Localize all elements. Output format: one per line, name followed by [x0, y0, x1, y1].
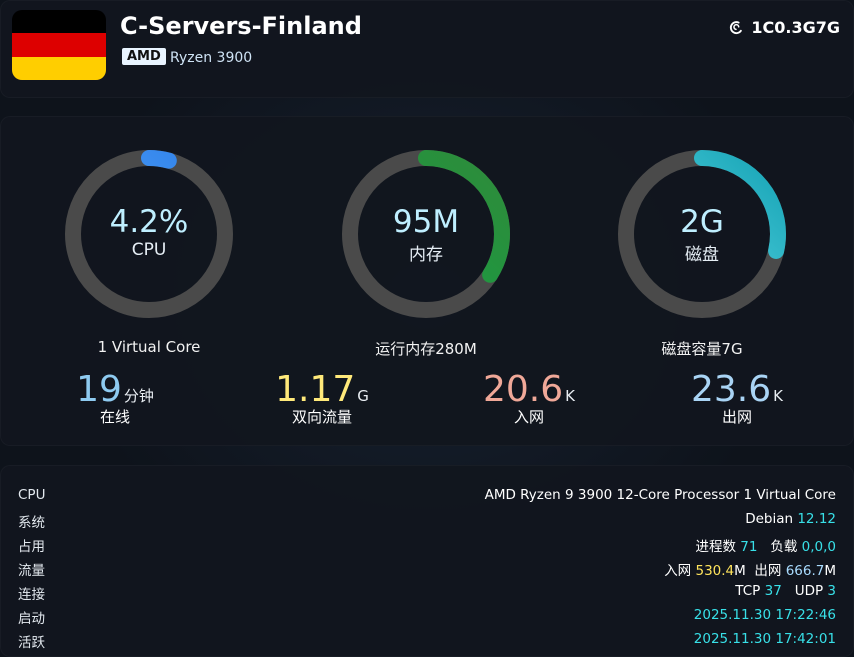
load-label: 负载 — [770, 539, 798, 555]
usage-row: 占用 进程数 71 负载 0,0,0 — [0, 535, 854, 557]
server-details-panel: CPU AMD Ryzen 9 3900 12-Core Processor 1… — [0, 465, 854, 657]
cpu-row: CPU AMD Ryzen 9 3900 12-Core Processor 1… — [0, 487, 854, 509]
boot-time: 2025.11.30 17:22:46 — [693, 607, 836, 623]
cpu-gauge: 4.2% CPU — [59, 144, 239, 324]
traffic-out-value: 666.7 — [785, 563, 825, 579]
total-traffic-label: 双向流量 — [291, 408, 352, 426]
connections-row-label: 连接 — [18, 587, 45, 603]
total-traffic-value: 1.17 — [275, 369, 356, 410]
inbound-label: 入网 — [513, 408, 544, 426]
boot-row: 启动 2025.11.30 17:22:46 — [0, 607, 854, 629]
inbound-value: 20.6 — [483, 369, 564, 410]
load-value: 0,0,0 — [801, 539, 836, 555]
process-count-label: 进程数 — [695, 539, 736, 555]
total-traffic-stat: 1.17 G 双向流量 — [237, 372, 407, 427]
cpu-brand-badge: AMD — [122, 48, 166, 65]
resource-gauges-panel: 4.2% CPU 95M 内存 — [0, 116, 854, 446]
cpu-row-value: AMD Ryzen 9 3900 12-Core Processor 1 Vir… — [484, 487, 836, 503]
plan-label: 1C0.3G7G — [751, 18, 840, 37]
traffic-row-label: 流量 — [18, 563, 45, 579]
process-count: 71 — [740, 539, 758, 555]
memory-total-label: 运行内存280M — [375, 340, 477, 358]
traffic-out-unit: M — [824, 563, 836, 579]
server-header: C-Servers-Finland AMD Ryzen 3900 1C0.3G7… — [0, 0, 854, 98]
active-row-label: 活跃 — [18, 635, 45, 651]
disk-usage-value: 2G — [680, 204, 724, 240]
uptime-stat: 19 分钟 在线 — [30, 372, 200, 427]
outbound-label: 出网 — [721, 408, 752, 426]
traffic-in-label: 入网 — [664, 563, 692, 579]
memory-usage-value: 95M — [392, 204, 460, 240]
system-row-label: 系统 — [18, 515, 45, 531]
usage-row-value: 进程数 71 负载 0,0,0 — [695, 535, 836, 555]
server-name: C-Servers-Finland — [120, 12, 362, 40]
traffic-row-value: 入网 530.4M 出网 666.7M — [664, 559, 836, 579]
tcp-count: 37 — [764, 583, 782, 599]
udp-label: UDP — [794, 583, 824, 599]
germany-flag-icon — [12, 10, 106, 80]
cpu-row-label: CPU — [18, 487, 46, 503]
system-row: 系统 Debian 12.12 — [0, 511, 854, 533]
system-row-value: Debian 12.12 — [745, 511, 836, 527]
cpu-gauge-arc — [65, 150, 233, 318]
memory-usage-label: 内存 — [409, 245, 443, 265]
cpu-model: Ryzen 3900 — [170, 50, 253, 66]
usage-row-label: 占用 — [18, 539, 45, 555]
total-traffic-unit: G — [357, 387, 369, 405]
outbound-stat: 23.6 K 出网 — [652, 372, 822, 427]
uptime-label: 在线 — [99, 408, 130, 426]
udp-count: 3 — [827, 583, 836, 599]
inbound-stat: 20.6 K 入网 — [444, 372, 614, 427]
cpu-usage-value: 4.2% — [109, 204, 189, 240]
traffic-in-unit: M — [734, 563, 746, 579]
cpu-usage-label: CPU — [131, 240, 167, 260]
disk-gauge: 2G 磁盘 — [612, 144, 792, 324]
outbound-value: 23.6 — [691, 369, 772, 410]
connections-row: 连接 TCP 37 UDP 3 — [0, 583, 854, 605]
disk-usage-label: 磁盘 — [685, 245, 719, 265]
cpu-cores-label: 1 Virtual Core — [97, 338, 201, 356]
boot-row-label: 启动 — [18, 611, 45, 627]
inbound-unit: K — [565, 387, 575, 405]
outbound-unit: K — [773, 387, 783, 405]
memory-gauge: 95M 内存 — [336, 144, 516, 324]
traffic-row: 流量 入网 530.4M 出网 666.7M — [0, 559, 854, 581]
last-active-time: 2025.11.30 17:42:01 — [693, 631, 836, 647]
plan-spec: 1C0.3G7G — [728, 18, 840, 37]
disk-gauge-arc — [618, 150, 786, 318]
traffic-in-value: 530.4 — [695, 563, 735, 579]
disk-total-label: 磁盘容量7G — [661, 340, 743, 358]
uptime-unit: 分钟 — [123, 387, 154, 405]
os-version: 12.12 — [797, 511, 836, 527]
memory-gauge-arc — [342, 150, 510, 318]
active-row: 活跃 2025.11.30 17:42:01 — [0, 631, 854, 653]
uptime-value: 19 — [76, 369, 122, 410]
debian-swirl-icon — [730, 21, 743, 35]
tcp-label: TCP — [735, 583, 761, 599]
traffic-out-label: 出网 — [754, 563, 782, 579]
connections-row-value: TCP 37 UDP 3 — [735, 583, 836, 599]
os-name: Debian — [745, 511, 794, 527]
